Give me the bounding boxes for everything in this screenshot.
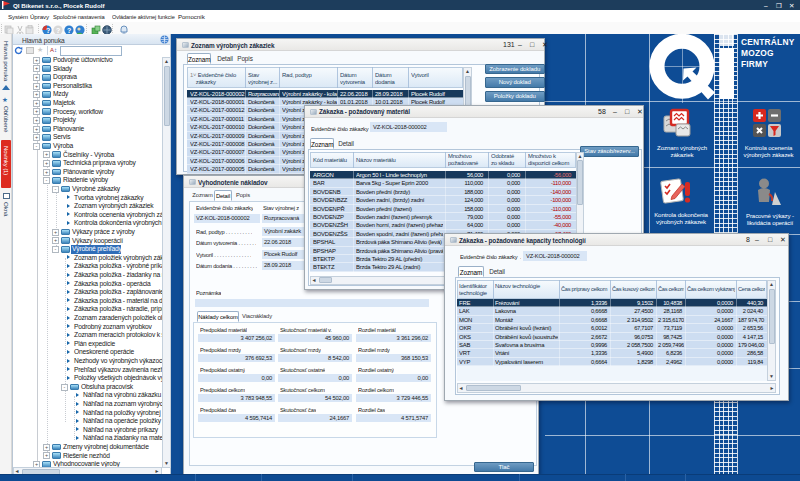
svg-text:?: ? [67,27,71,34]
svg-text:?: ? [46,27,50,34]
svg-text:?: ? [56,27,60,34]
